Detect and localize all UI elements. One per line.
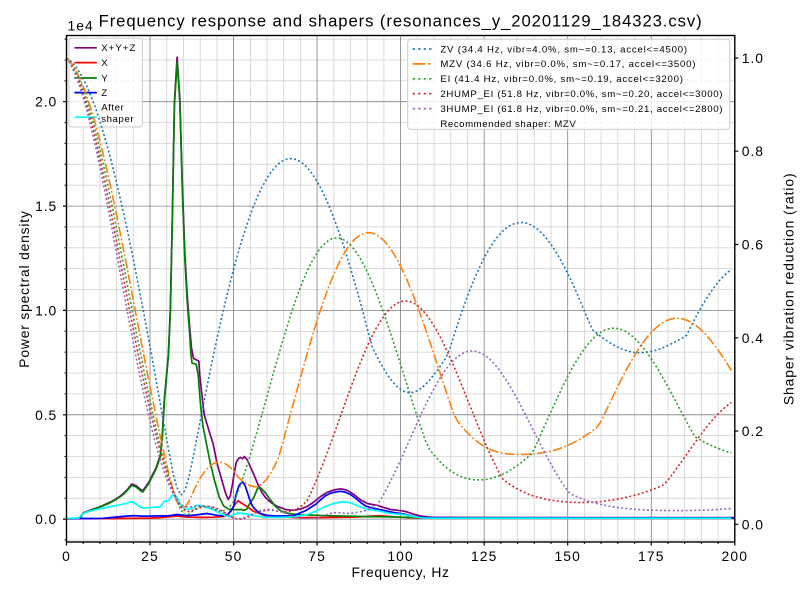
svg-text:1.5: 1.5 (35, 198, 57, 214)
svg-text:75: 75 (308, 548, 326, 564)
svg-text:50: 50 (225, 548, 243, 564)
svg-text:2HUMP_EI (51.8 Hz, vibr=0.0%,: 2HUMP_EI (51.8 Hz, vibr=0.0%, sm~=0.20, … (440, 89, 723, 100)
svg-text:2.0: 2.0 (35, 94, 57, 110)
svg-text:EI (41.4 Hz, vibr=0.0%, sm~=0.: EI (41.4 Hz, vibr=0.0%, sm~=0.19, accel<… (440, 74, 683, 85)
svg-text:MZV (34.6 Hz, vibr=0.0%, sm~=0: MZV (34.6 Hz, vibr=0.0%, sm~=0.17, accel… (440, 59, 696, 70)
svg-text:0.5: 0.5 (35, 407, 57, 423)
svg-text:0.8: 0.8 (742, 143, 764, 159)
svg-text:ZV (34.4 Hz, vibr=4.0%, sm~=0.: ZV (34.4 Hz, vibr=4.0%, sm~=0.13, accel<… (440, 44, 687, 55)
svg-text:Shaper vibration reduction (ra: Shaper vibration reduction (ratio) (781, 172, 797, 405)
svg-text:0.4: 0.4 (742, 330, 764, 346)
svg-text:125: 125 (471, 548, 497, 564)
svg-text:25: 25 (141, 548, 159, 564)
svg-text:Frequency response and shapers: Frequency response and shapers (resonanc… (99, 11, 703, 30)
svg-text:0.0: 0.0 (742, 516, 764, 532)
svg-text:0.6: 0.6 (742, 237, 764, 253)
svg-text:200: 200 (722, 548, 748, 564)
svg-text:After: After (101, 103, 124, 114)
svg-text:1.0: 1.0 (742, 50, 764, 66)
svg-text:1.0: 1.0 (35, 302, 57, 318)
svg-text:100: 100 (387, 548, 413, 564)
svg-text:Z: Z (101, 88, 108, 99)
svg-text:X+Y+Z: X+Y+Z (101, 43, 136, 54)
svg-text:0: 0 (62, 548, 71, 564)
svg-text:1e4: 1e4 (68, 18, 94, 34)
svg-text:shaper: shaper (101, 114, 134, 125)
svg-text:0.2: 0.2 (742, 423, 764, 439)
svg-text:Y: Y (101, 73, 108, 84)
svg-text:Power spectral density: Power spectral density (16, 210, 32, 367)
svg-text:150: 150 (554, 548, 580, 564)
svg-text:Recommended shaper: MZV: Recommended shaper: MZV (440, 119, 576, 130)
svg-text:175: 175 (638, 548, 664, 564)
svg-text:3HUMP_EI (61.8 Hz, vibr=0.0%,: 3HUMP_EI (61.8 Hz, vibr=0.0%, sm~=0.21, … (440, 104, 723, 115)
svg-text:Frequency, Hz: Frequency, Hz (352, 564, 450, 580)
svg-text:0.0: 0.0 (35, 511, 57, 527)
svg-text:X: X (101, 58, 108, 69)
